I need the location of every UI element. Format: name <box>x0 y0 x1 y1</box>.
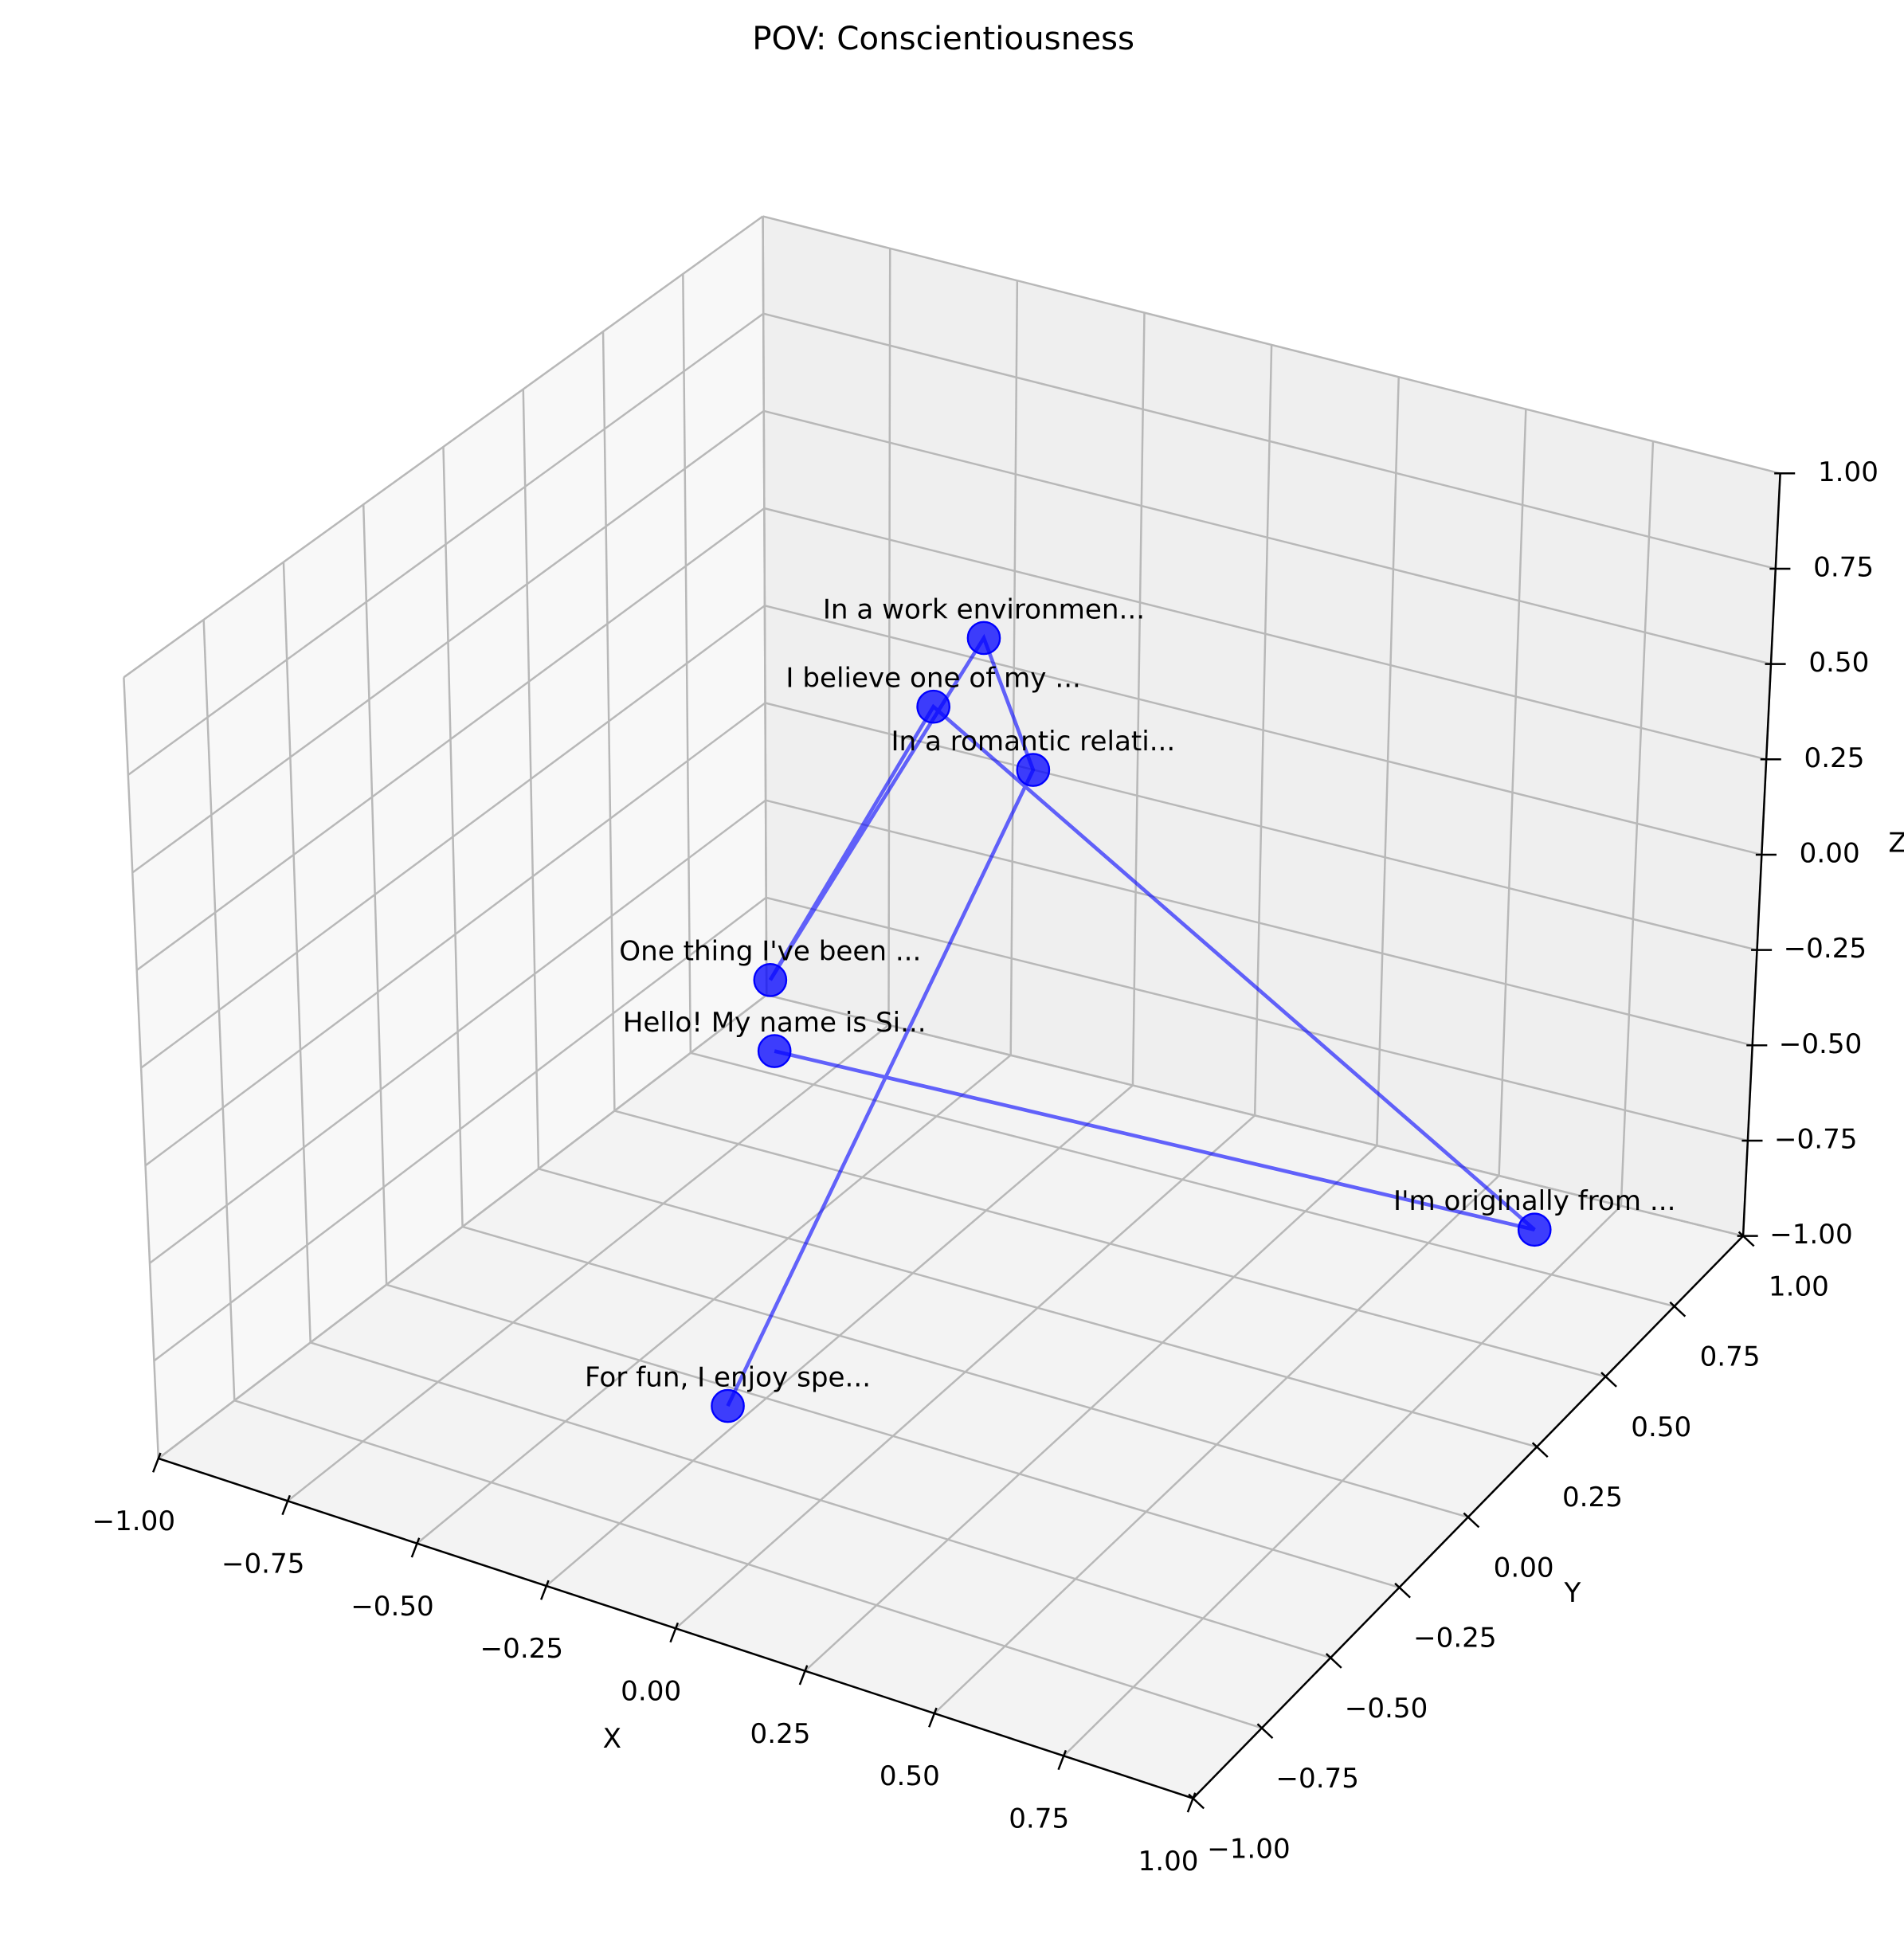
data-point <box>916 689 950 724</box>
grid-line <box>127 312 764 776</box>
x-tick <box>669 1622 680 1643</box>
x-tick <box>410 1537 421 1558</box>
grid-line <box>765 799 1753 1047</box>
x-tick-label: −1.00 <box>92 1505 176 1537</box>
x-tick-label: 1.00 <box>1138 1846 1199 1877</box>
x-tick <box>1057 1749 1068 1771</box>
y-tick-label: −0.25 <box>1413 1623 1497 1654</box>
point-label: In a romantic relati... <box>891 726 1175 758</box>
x-tick <box>798 1665 809 1685</box>
data-point <box>966 621 1001 656</box>
z-tick-label: 0.25 <box>1804 742 1865 774</box>
x-tick <box>540 1580 550 1600</box>
grid-line <box>538 1168 1538 1448</box>
point-label: In a work environmen... <box>823 593 1145 625</box>
x-tick-label: 0.00 <box>621 1675 681 1707</box>
grid-line <box>158 994 768 1459</box>
grid-line <box>386 1283 1400 1589</box>
x-tick <box>281 1494 292 1516</box>
point-label: For fun, I enjoy spe... <box>585 1361 871 1393</box>
y-tick <box>1394 1582 1411 1599</box>
point-label: I'm originally from ... <box>1393 1185 1675 1217</box>
y-tick-label: 0.25 <box>1562 1482 1623 1513</box>
grid-line <box>149 799 766 1264</box>
y-tick <box>1737 1231 1755 1247</box>
x-tick-label: −0.25 <box>480 1633 564 1665</box>
y-axis-label: Y <box>1564 1577 1581 1609</box>
y-tick <box>1325 1653 1342 1669</box>
grid-line <box>764 605 1762 856</box>
x-axis-label: X <box>603 1723 621 1755</box>
x-tick <box>151 1452 162 1473</box>
x-tick <box>928 1707 938 1728</box>
y-tick-label: −0.75 <box>1275 1763 1359 1795</box>
y-tick-label: 1.00 <box>1769 1270 1829 1302</box>
z-tick-label: −0.25 <box>1784 933 1867 965</box>
z-axis-label: Z <box>1888 827 1904 859</box>
grid-line <box>131 409 765 874</box>
point-label: One thing I've been ... <box>619 936 921 968</box>
y-tick <box>1463 1512 1480 1529</box>
z-tick-label: −0.50 <box>1779 1028 1863 1060</box>
point-label: I believe one of my ... <box>785 663 1080 695</box>
z-tick-label: 0.50 <box>1808 647 1869 679</box>
grid-line <box>765 702 1757 951</box>
x-tick-label: −0.75 <box>221 1548 305 1580</box>
y-tick-label: 0.75 <box>1700 1341 1761 1373</box>
grid-line <box>763 409 1772 665</box>
data-point <box>757 1034 792 1068</box>
z-tick-label: 1.00 <box>1818 456 1879 488</box>
z-tick-label: 0.75 <box>1813 551 1874 583</box>
grid-line <box>233 1400 1263 1729</box>
data-point <box>711 1388 745 1423</box>
x-tick-label: 0.50 <box>880 1760 940 1792</box>
data-point <box>1016 753 1051 787</box>
y-tick <box>1669 1301 1687 1317</box>
grid-line <box>614 1110 1606 1378</box>
pane-back <box>762 216 1781 1236</box>
grid-line <box>762 215 1781 475</box>
data-point <box>753 963 788 997</box>
grid-line <box>764 507 1767 761</box>
y-tick-label: 0.50 <box>1631 1411 1691 1443</box>
x-tick-label: 0.75 <box>1009 1803 1069 1835</box>
grid-line <box>766 993 1744 1237</box>
y-tick <box>1600 1372 1617 1388</box>
grid-line <box>140 605 766 1069</box>
grid-line <box>690 1051 1675 1308</box>
y-tick <box>1188 1793 1205 1810</box>
grid-line <box>153 896 767 1362</box>
point-label: Hello! My name is Si... <box>623 1007 927 1039</box>
grid-line <box>462 1225 1469 1518</box>
grid-line <box>135 507 766 972</box>
pane-floor <box>158 995 1744 1799</box>
x-tick-label: −0.50 <box>351 1591 434 1623</box>
grid-line <box>762 312 1777 570</box>
z-tick-label: 0.00 <box>1800 837 1860 869</box>
data-point <box>1517 1212 1552 1247</box>
chart-title: POV: Conscientiousness <box>752 20 1134 57</box>
y-tick-label: −1.00 <box>1207 1833 1291 1865</box>
y-tick <box>1531 1442 1549 1458</box>
grid-line <box>766 896 1749 1142</box>
x-tick-label: 0.25 <box>750 1718 811 1750</box>
grid-line <box>123 215 764 679</box>
z-tick-label: −1.00 <box>1769 1219 1853 1251</box>
y-tick-label: −0.50 <box>1345 1693 1428 1725</box>
y-tick <box>1256 1723 1274 1740</box>
y-tick-label: 0.00 <box>1494 1552 1554 1584</box>
grid-line <box>144 702 766 1167</box>
grid-line <box>310 1341 1331 1659</box>
z-tick-label: −0.75 <box>1774 1123 1858 1155</box>
x-tick <box>1186 1792 1197 1813</box>
